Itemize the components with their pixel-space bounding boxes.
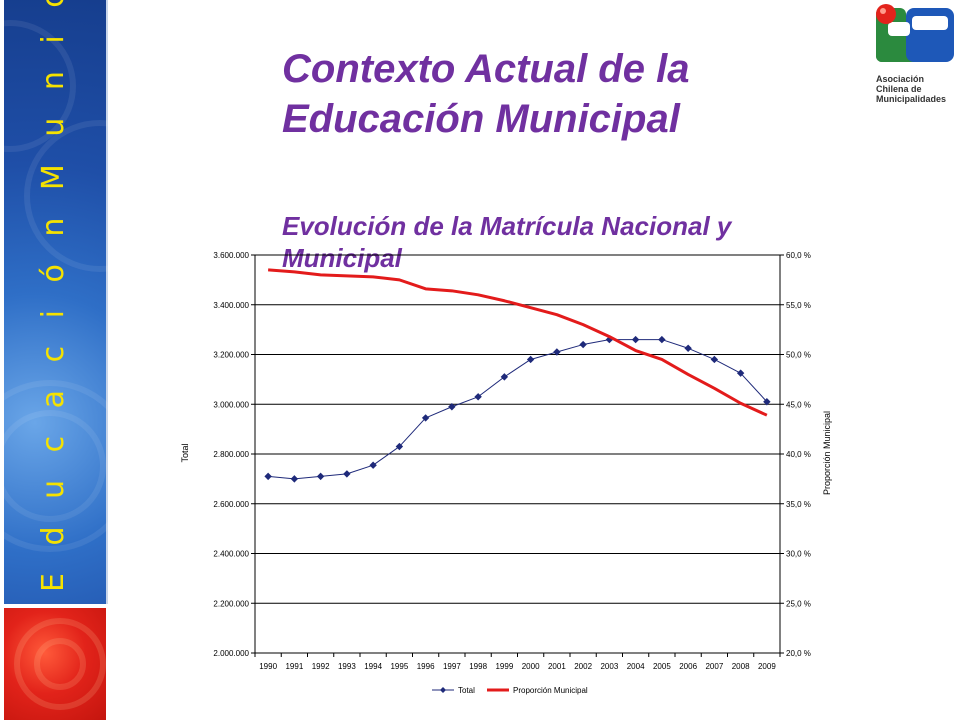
x-axis-ticks: 1990 1991 1992 1993 1994 1995 1996 1997 1998 1999… <box>254 653 781 671</box>
data-point-total <box>710 355 719 364</box>
x-tick-label: 2003 <box>600 662 618 671</box>
page-title: Contexto Actual de la Educación Municipa… <box>282 47 690 141</box>
x-tick-label: 2002 <box>574 662 592 671</box>
logo-text: Asociación Chilena de Municipalidades <box>876 74 960 104</box>
y2-tick-label: 25,0 % <box>786 599 811 608</box>
legend-label-proporcion-municipal: Proporción Municipal <box>513 686 588 695</box>
x-tick-label: 1995 <box>390 662 408 671</box>
data-point-total <box>526 355 535 364</box>
x-tick-label: 1998 <box>469 662 487 671</box>
chart-series <box>264 268 771 483</box>
x-tick-label: 2008 <box>732 662 750 671</box>
red-decorative-panel <box>4 608 106 720</box>
right-axis-label: Proporción Municipal <box>822 411 832 495</box>
y-tick-label: 2.400.000 <box>213 550 249 559</box>
y-tick-label: 2.800.000 <box>213 450 249 459</box>
page-subtitle: Evolución de la Matrícula Nacional y Mun… <box>282 211 732 273</box>
y-tick-label: 2.200.000 <box>213 599 249 608</box>
data-point-total <box>369 461 377 469</box>
data-point-total <box>631 335 640 344</box>
y-tick-label: 3.400.000 <box>213 301 249 310</box>
data-point-total <box>343 470 351 478</box>
y2-tick-label: 30,0 % <box>786 550 811 559</box>
x-tick-label: 1999 <box>495 662 513 671</box>
left-axis-ticks: 2.000.000 2.200.000 2.400.000 2.600.000 2.80… <box>213 251 255 658</box>
logo-line-3: Municipalidades <box>876 94 947 104</box>
x-tick-label: 1991 <box>285 662 303 671</box>
x-tick-label: 1993 <box>338 662 356 671</box>
data-point-total <box>500 373 509 381</box>
data-point-total <box>579 340 587 349</box>
data-point-total <box>448 403 456 411</box>
series-line-total <box>268 339 768 480</box>
legend-label-total: Total <box>458 686 475 695</box>
y-tick-label: 3.600.000 <box>213 251 249 260</box>
data-point-total <box>290 475 299 483</box>
data-point-total <box>736 369 745 377</box>
data-point-total <box>553 348 561 356</box>
y-tick-label: 2.600.000 <box>213 500 249 509</box>
series-line-proporcion-municipal <box>268 268 768 417</box>
logo-line-2: Chilena de <box>876 84 922 94</box>
y-tick-label: 3.000.000 <box>213 400 249 409</box>
data-point-total <box>316 472 325 481</box>
logo-line-1: Asociación <box>876 74 925 84</box>
x-tick-label: 2009 <box>758 662 776 671</box>
left-axis-label: Total <box>180 443 190 462</box>
x-tick-label: 2000 <box>522 662 540 671</box>
x-tick-label: 1990 <box>259 662 277 671</box>
x-tick-label: 1997 <box>443 662 461 671</box>
y-tick-label: 2.000.000 <box>213 649 249 658</box>
data-point-total <box>763 398 771 406</box>
x-tick-label: 1994 <box>364 662 382 671</box>
y2-tick-label: 55,0 % <box>786 301 811 310</box>
x-tick-label: 2007 <box>705 662 723 671</box>
y2-tick-label: 20,0 % <box>786 649 811 658</box>
y2-tick-label: 35,0 % <box>786 500 811 509</box>
y-tick-label: 3.200.000 <box>213 351 249 360</box>
data-point-total <box>395 442 404 451</box>
data-point-total <box>658 335 666 344</box>
y2-tick-label: 40,0 % <box>786 450 811 459</box>
x-tick-label: 2006 <box>679 662 697 671</box>
blue-decorative-panel <box>0 0 176 604</box>
enrollment-chart: 2.000.000 2.200.000 2.400.000 2.600.000 2.80… <box>180 251 832 695</box>
data-point-total <box>264 472 272 481</box>
y2-tick-label: 45,0 % <box>786 400 811 409</box>
x-tick-label: 2001 <box>548 662 566 671</box>
association-logo <box>876 4 954 62</box>
data-point-total <box>421 414 430 422</box>
data-point-total <box>474 393 482 401</box>
x-tick-label: 2005 <box>653 662 671 671</box>
chart-grid <box>255 254 780 654</box>
y2-tick-label: 50,0 % <box>786 351 811 360</box>
legend-marker-total <box>440 687 446 693</box>
vertical-section-label: E d u c a c i ó n M u n i c i p a l <box>36 0 71 592</box>
x-tick-label: 2004 <box>627 662 645 671</box>
y2-tick-label: 60,0 % <box>786 251 811 260</box>
chart-legend: Total Proporción Municipal <box>432 686 588 695</box>
data-point-total <box>684 344 692 352</box>
right-axis-ticks: 20,0 % 25,0 % 30,0 % 35,0 % 40,0 % 45,0 % 50,0… <box>780 251 811 658</box>
x-tick-label: 1996 <box>417 662 435 671</box>
x-tick-label: 1992 <box>312 662 330 671</box>
